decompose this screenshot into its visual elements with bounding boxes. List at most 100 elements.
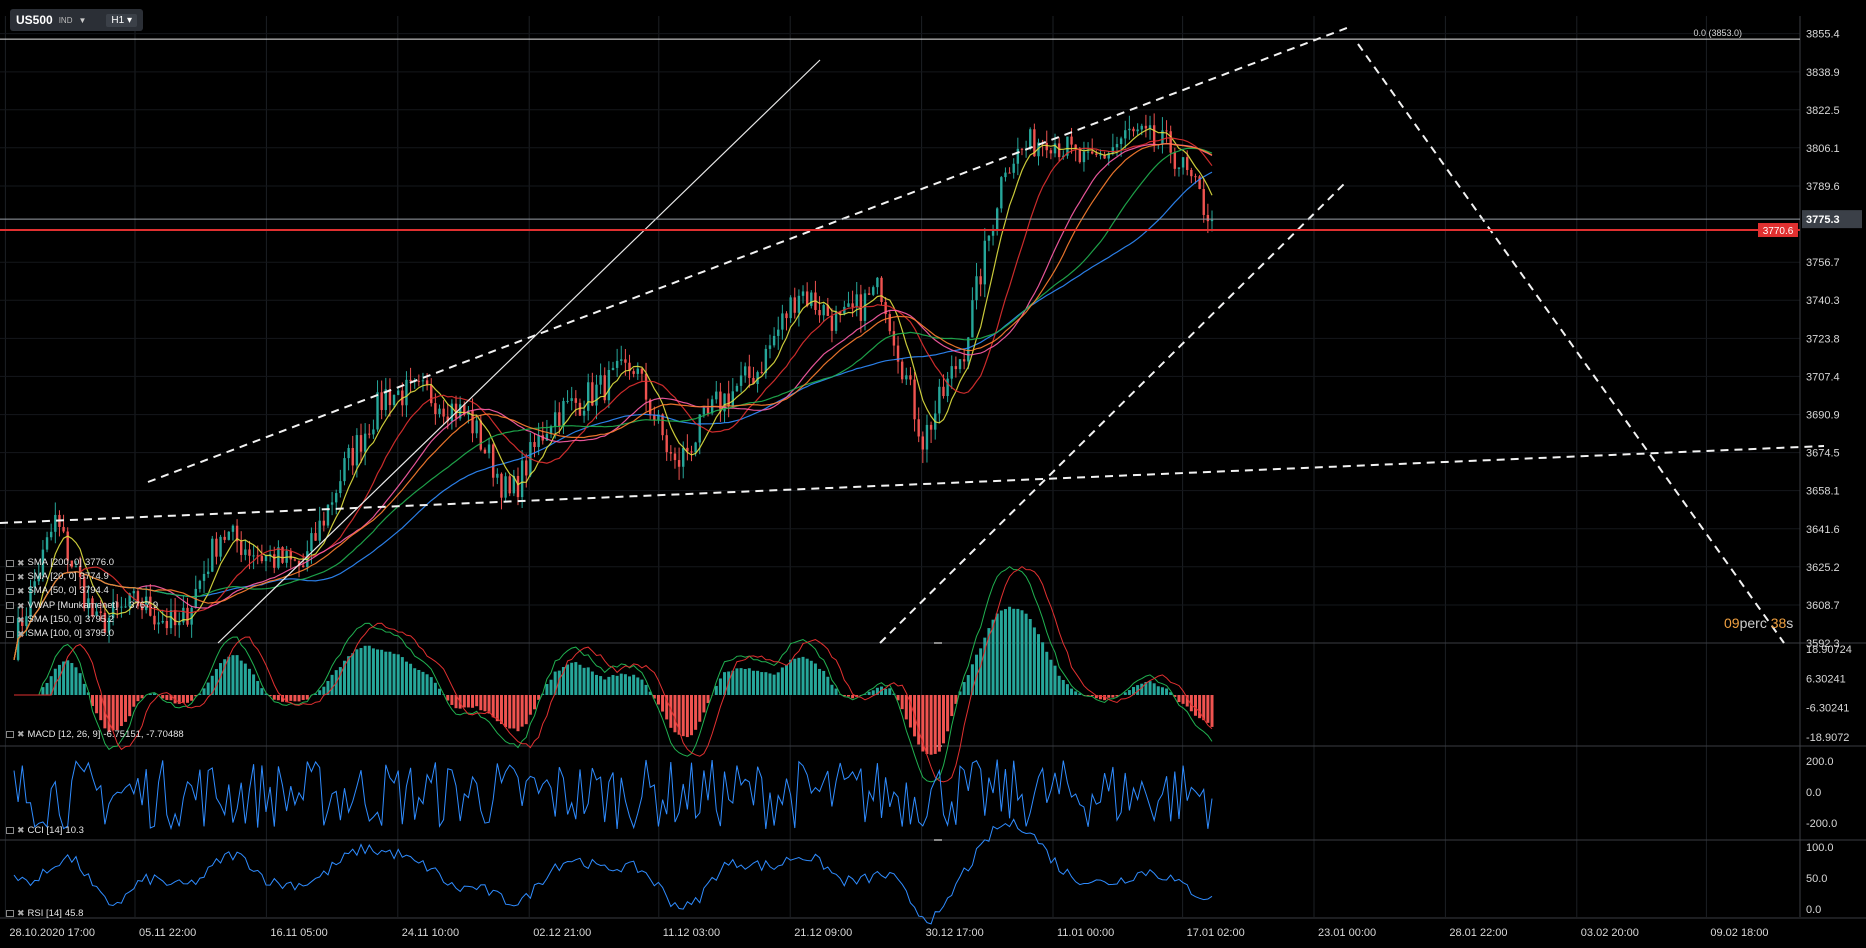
macd-bar: [462, 695, 466, 708]
legend-item-sma150[interactable]: ✖ SMA [150, 0] 3795.2: [6, 613, 158, 627]
macd-bar: [640, 679, 644, 695]
legend-item-sma200[interactable]: ✖ SMA [200, 0] 3776.0: [6, 556, 158, 570]
macd-bar: [194, 695, 198, 697]
candle-body: [434, 403, 437, 415]
candle-body: [1194, 176, 1197, 178]
legend-item-sma20[interactable]: ✖ SMA [20, 0] 3774.9: [6, 570, 158, 584]
settings-icon[interactable]: [6, 630, 14, 638]
rsi-value: 45.8: [64, 908, 84, 919]
macd-bar: [342, 660, 346, 695]
close-icon[interactable]: ✖: [17, 586, 25, 597]
macd-bar: [785, 664, 789, 695]
macd-bar: [954, 695, 958, 704]
candle-body: [157, 622, 160, 625]
candle-body: [913, 379, 916, 420]
macd-bar: [173, 695, 177, 704]
settings-icon[interactable]: [6, 910, 14, 917]
chevron-down-icon[interactable]: ▾: [126, 14, 133, 26]
macd-bar: [900, 695, 904, 710]
macd-bar: [991, 619, 995, 695]
moving-average-line: [13, 171, 1213, 661]
candle-body: [768, 345, 772, 349]
time-tick-label: 28.10.2020 17:00: [9, 927, 95, 939]
indicator-legend: ✖ SMA [200, 0] 3776.0 ✖ SMA [20, 0] 3774.9 ✖…: [6, 556, 158, 641]
candle-body: [1008, 172, 1011, 174]
candle-body: [29, 587, 32, 617]
legend-item-sma50[interactable]: ✖ SMA [50, 0] 3794.4: [6, 584, 158, 598]
close-icon[interactable]: ✖: [17, 572, 25, 583]
candle-body: [727, 393, 730, 407]
price-tick-label: 3592.3: [1806, 638, 1840, 650]
macd-bar: [90, 695, 94, 707]
settings-icon[interactable]: [6, 827, 14, 834]
candle-body: [789, 297, 792, 319]
timeframe-selector[interactable]: H1 ▾: [106, 13, 138, 27]
macd-bar: [714, 685, 718, 695]
macd-bar: [1041, 642, 1045, 695]
macd-bar: [946, 695, 950, 732]
settings-icon[interactable]: [6, 602, 14, 610]
macd-bar: [603, 679, 607, 695]
macd-bar: [281, 695, 285, 702]
symbol-selector[interactable]: US500 IND ▼ H1 ▾: [10, 9, 144, 31]
horizontal-lines[interactable]: 0.0 (3853.0) 3770.6 3775.3: [0, 28, 1862, 238]
close-icon[interactable]: ✖: [17, 600, 25, 611]
close-icon[interactable]: ✖: [17, 629, 25, 640]
macd-bar: [1152, 683, 1156, 695]
cci-label[interactable]: ✖ CCI [14] 10.3: [6, 825, 84, 836]
macd-bar: [574, 662, 578, 695]
candle-body: [975, 276, 978, 301]
macd-bar: [1148, 681, 1152, 695]
macd-bar: [1193, 695, 1197, 716]
candle-body: [665, 435, 668, 453]
close-icon[interactable]: ✖: [17, 558, 25, 568]
candle-body: [1181, 157, 1185, 168]
macd-bar: [1061, 679, 1065, 695]
macd-bar: [1049, 659, 1053, 695]
candle-body: [715, 391, 718, 400]
symbol-type: IND: [58, 15, 73, 25]
macd-bar: [363, 645, 367, 695]
symbol-name[interactable]: US500: [16, 13, 53, 27]
legend-item-sma100[interactable]: ✖ SMA [100, 0] 3795.0: [6, 627, 158, 641]
macd-bar: [1136, 685, 1140, 695]
price-axis: 3855.4 3838.9 3822.5 3806.1 3789.6 3756.7 3740…: [1806, 29, 1840, 650]
legend-item-vwap[interactable]: ✖ VWAP [Munkamenet] 3767.9: [6, 599, 158, 613]
projection-line: [1357, 43, 1785, 644]
timer-minutes: 09: [1724, 615, 1740, 631]
candle-body: [1095, 153, 1098, 155]
close-icon[interactable]: ✖: [17, 908, 25, 918]
candle-body: [723, 393, 726, 412]
macd-bar: [152, 693, 156, 695]
rsi-label[interactable]: ✖ RSI [14] 45.8: [6, 908, 83, 919]
trend-drawings[interactable]: [0, 25, 1825, 644]
macd-bar: [252, 674, 256, 695]
settings-icon[interactable]: [6, 559, 14, 567]
macd-label[interactable]: ✖ MACD [12, 26, 9] -6.75151, -7.70488: [6, 729, 184, 740]
macd-bar: [388, 651, 392, 695]
candle-body: [545, 433, 549, 441]
macd-bar: [479, 695, 483, 711]
candle-body: [223, 536, 226, 540]
settings-icon[interactable]: [6, 573, 14, 581]
macd-bar: [504, 695, 508, 728]
settings-icon[interactable]: [6, 588, 14, 595]
candle-body: [760, 372, 763, 374]
candle-body: [698, 414, 701, 443]
close-icon[interactable]: ✖: [17, 729, 25, 739]
candle-body: [624, 359, 627, 363]
macd-bar: [62, 661, 66, 695]
macd-bar: [871, 690, 875, 695]
candle-body: [1107, 153, 1110, 159]
settings-icon[interactable]: [6, 731, 14, 738]
macd-bar: [760, 672, 764, 695]
candle-body: [454, 403, 458, 419]
close-icon[interactable]: ✖: [17, 614, 25, 625]
macd-bar: [70, 663, 74, 695]
macd-bar: [1132, 686, 1136, 695]
close-icon[interactable]: ✖: [17, 825, 25, 835]
candle-body: [1074, 144, 1077, 149]
chevron-down-icon[interactable]: ▼: [78, 15, 87, 25]
macd-bar: [1053, 665, 1057, 695]
settings-icon[interactable]: [6, 616, 14, 624]
